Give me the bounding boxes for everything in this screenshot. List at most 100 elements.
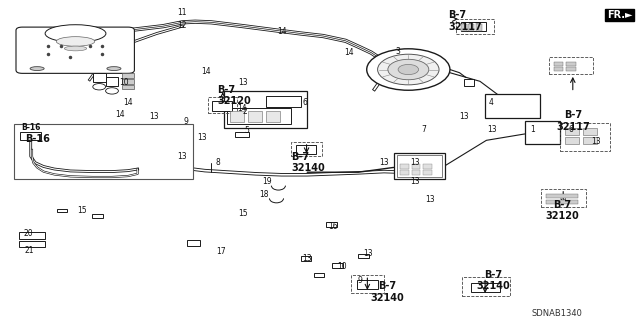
Text: 10: 10 bbox=[118, 78, 129, 87]
Bar bbox=[462, 278, 510, 296]
Bar bbox=[358, 254, 369, 258]
Text: 13: 13 bbox=[410, 158, 420, 167]
Text: 14: 14 bbox=[237, 104, 247, 113]
Circle shape bbox=[93, 84, 106, 90]
Circle shape bbox=[388, 59, 429, 80]
Circle shape bbox=[378, 54, 439, 85]
Text: 13: 13 bbox=[302, 254, 312, 263]
Bar bbox=[560, 123, 610, 152]
Bar bbox=[565, 128, 579, 135]
Text: 17: 17 bbox=[216, 248, 226, 256]
Bar bbox=[266, 96, 301, 107]
Bar bbox=[212, 101, 232, 111]
Bar bbox=[485, 94, 540, 118]
Ellipse shape bbox=[64, 46, 87, 51]
Text: 20: 20 bbox=[24, 229, 34, 238]
Bar bbox=[93, 73, 106, 82]
Bar bbox=[456, 19, 494, 34]
Bar bbox=[351, 275, 384, 293]
Bar bbox=[400, 164, 409, 169]
Bar bbox=[20, 132, 41, 140]
Text: 13: 13 bbox=[459, 112, 469, 121]
Text: 13: 13 bbox=[410, 177, 420, 186]
Text: 7: 7 bbox=[421, 125, 426, 134]
Bar bbox=[58, 209, 67, 212]
Bar bbox=[566, 62, 576, 66]
Bar bbox=[326, 222, 337, 227]
Text: B-7
32120: B-7 32120 bbox=[545, 200, 579, 221]
Text: 19: 19 bbox=[262, 177, 272, 186]
Bar bbox=[549, 57, 593, 74]
Bar bbox=[248, 111, 262, 122]
Text: 5: 5 bbox=[244, 126, 249, 135]
Bar bbox=[106, 77, 118, 86]
Bar bbox=[19, 232, 45, 239]
Bar bbox=[397, 155, 442, 177]
Text: 13: 13 bbox=[379, 158, 389, 167]
Text: 12: 12 bbox=[178, 21, 187, 30]
Text: 14: 14 bbox=[276, 27, 287, 36]
Text: 9: 9 bbox=[357, 276, 362, 285]
Text: 3: 3 bbox=[396, 47, 401, 56]
Text: 13: 13 bbox=[177, 152, 188, 161]
Text: 21: 21 bbox=[24, 246, 33, 255]
Text: B-7
32140: B-7 32140 bbox=[371, 281, 404, 303]
Text: 10: 10 bbox=[337, 262, 348, 271]
Bar bbox=[19, 241, 45, 247]
Bar bbox=[235, 132, 249, 137]
Text: 15: 15 bbox=[77, 206, 87, 215]
Text: 4: 4 bbox=[489, 98, 494, 107]
Bar bbox=[423, 170, 432, 175]
Bar bbox=[566, 67, 576, 71]
Bar bbox=[476, 24, 482, 31]
Bar bbox=[266, 111, 280, 122]
Text: 6: 6 bbox=[302, 98, 307, 107]
Circle shape bbox=[367, 49, 450, 90]
Text: 13: 13 bbox=[363, 249, 373, 258]
Ellipse shape bbox=[107, 67, 121, 70]
Text: 16: 16 bbox=[328, 222, 338, 231]
Bar bbox=[423, 164, 432, 169]
Bar bbox=[541, 189, 586, 207]
Bar bbox=[122, 73, 134, 78]
Text: FR.►: FR.► bbox=[607, 10, 632, 20]
Text: 14: 14 bbox=[115, 110, 125, 119]
Text: 14: 14 bbox=[344, 48, 354, 57]
Text: 14: 14 bbox=[123, 98, 133, 107]
Text: 2: 2 bbox=[243, 107, 248, 116]
Bar bbox=[224, 91, 307, 128]
Text: 8: 8 bbox=[215, 158, 220, 167]
Bar bbox=[525, 121, 560, 144]
Bar bbox=[412, 164, 420, 169]
Ellipse shape bbox=[45, 25, 106, 42]
Bar bbox=[14, 124, 193, 179]
FancyBboxPatch shape bbox=[16, 27, 134, 73]
Bar bbox=[357, 280, 378, 289]
Text: 9: 9 bbox=[183, 117, 188, 126]
Text: 13: 13 bbox=[591, 137, 602, 146]
Bar bbox=[468, 24, 474, 31]
Text: 13: 13 bbox=[486, 125, 497, 134]
Text: 11: 11 bbox=[178, 8, 187, 17]
Text: 14: 14 bbox=[201, 67, 211, 76]
Text: 15: 15 bbox=[238, 209, 248, 218]
Text: 6: 6 bbox=[568, 125, 573, 134]
Text: B-7
32140: B-7 32140 bbox=[476, 270, 509, 292]
Bar bbox=[92, 214, 103, 218]
Bar bbox=[583, 128, 597, 135]
Text: 18: 18 bbox=[259, 190, 268, 199]
Bar bbox=[554, 67, 563, 71]
Bar bbox=[296, 145, 316, 154]
Text: B-7
32120: B-7 32120 bbox=[218, 85, 252, 107]
Text: B-7
32117: B-7 32117 bbox=[448, 10, 482, 32]
Bar bbox=[122, 79, 134, 84]
Bar bbox=[554, 62, 563, 66]
Circle shape bbox=[398, 64, 419, 75]
Bar bbox=[464, 79, 474, 86]
Text: 13: 13 bbox=[148, 112, 159, 121]
Bar bbox=[230, 111, 244, 122]
Bar bbox=[565, 137, 579, 144]
Bar bbox=[301, 256, 311, 261]
Bar bbox=[546, 194, 578, 198]
Bar bbox=[314, 273, 324, 277]
